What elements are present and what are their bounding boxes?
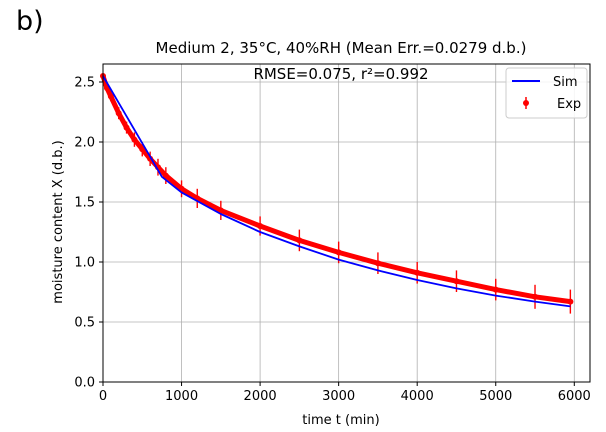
- exp-point: [374, 260, 381, 267]
- y-tick-label: 0.5: [74, 316, 95, 331]
- x-tick-label: 4000: [401, 389, 434, 404]
- exp-point: [532, 293, 539, 300]
- x-tick-label: 1000: [165, 389, 198, 404]
- legend-exp-label: Exp: [557, 97, 581, 112]
- exp-point: [217, 207, 224, 214]
- exp-point: [123, 124, 130, 131]
- exp-point: [131, 136, 138, 143]
- y-tick-label: 0.0: [74, 376, 95, 391]
- chart-title: Medium 2, 35°C, 40%RH (Mean Err.=0.0279 …: [156, 39, 527, 57]
- exp-point: [107, 93, 114, 100]
- x-tick-label: 0: [99, 389, 107, 404]
- exp-series-trace: [100, 73, 573, 305]
- exp-point: [257, 223, 264, 229]
- fit-annotation: RMSE=0.075, r²=0.992: [253, 65, 428, 83]
- x-tick-label: 3000: [322, 389, 355, 404]
- exp-point: [414, 269, 421, 276]
- exp-point: [453, 278, 460, 285]
- exp-point: [492, 286, 499, 293]
- y-axis-label: moisture content X (d.b.): [51, 140, 66, 303]
- series-layer: [100, 73, 574, 314]
- y-tick-label: 1.0: [74, 256, 95, 271]
- exp-point: [335, 249, 342, 256]
- legend-exp-marker: [523, 100, 529, 106]
- exp-point: [115, 110, 122, 117]
- exp-point: [296, 237, 303, 244]
- x-axis-label: time t (min): [302, 413, 379, 428]
- y-tick-label: 2.0: [74, 136, 95, 151]
- legend: Sim Exp: [505, 67, 588, 119]
- legend-sim-label: Sim: [553, 75, 578, 90]
- axes-frame: [102, 63, 591, 383]
- panel-label: b): [16, 6, 44, 37]
- y-tick-label: 1.5: [74, 196, 95, 211]
- y-tick-label: 2.5: [74, 76, 95, 91]
- x-tick-label: 2000: [244, 389, 277, 404]
- exp-point: [162, 172, 169, 179]
- sim-series-line: [102, 75, 571, 308]
- ticks: 0 1000 2000 3000 4000 5000 6000 0.0 0.5 1.0 1.5 2.0…: [74, 76, 591, 405]
- exp-point: [139, 146, 146, 153]
- x-tick-label: 6000: [558, 389, 591, 404]
- x-tick-label: 5000: [479, 389, 512, 404]
- exp-point: [567, 298, 574, 305]
